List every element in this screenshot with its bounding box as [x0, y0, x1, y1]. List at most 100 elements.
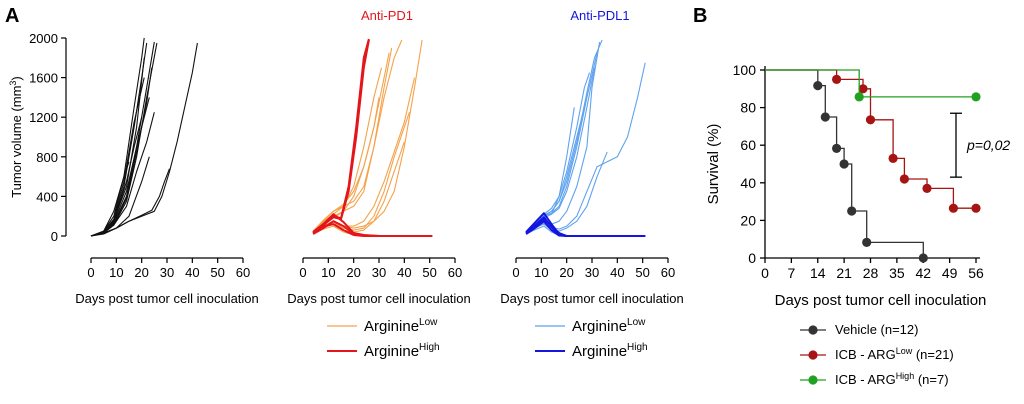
y-tick-label: 100	[733, 62, 757, 78]
legend-label: ICB - ARGLow (n=21)	[835, 346, 954, 362]
x-tick-label: 40	[397, 265, 411, 280]
x-tick-label: 50	[422, 265, 436, 280]
legend-label-high-text: Arginine	[364, 343, 419, 360]
y-tick-label: 40	[740, 175, 756, 191]
series-line-high-4	[312, 223, 433, 237]
series-line-control-7	[90, 97, 150, 237]
series-line-control-13	[90, 168, 171, 237]
legend-swatch-marker	[808, 325, 818, 335]
x-tick-label: 10	[321, 265, 335, 280]
series-line-low-11	[312, 39, 423, 234]
legend-label-high: ArginineHigh	[364, 342, 440, 360]
series-line-low-12	[525, 151, 608, 234]
y-tick-label: 80	[740, 100, 756, 116]
legend-label-end: (n=21)	[912, 347, 954, 362]
survival-point-1	[888, 153, 898, 163]
survival-point-0	[813, 81, 823, 91]
x-tick-label: 50	[635, 265, 649, 280]
series-line-high-3	[525, 218, 646, 237]
x-tick-label: 56	[968, 265, 984, 281]
x-axis-title: Days post tumor cell inoculation	[287, 291, 471, 306]
y-tick-label: 1600	[29, 71, 58, 86]
series-line-low-5	[525, 52, 598, 233]
panel-title: Anti-PDL1	[570, 8, 629, 23]
x-tick-label: 60	[661, 265, 675, 280]
x-tick-label: 0	[761, 265, 769, 281]
survival-step-line-2	[765, 69, 976, 98]
series-line-low-7	[312, 52, 390, 232]
survival-point-0	[862, 237, 872, 247]
x-tick-label: 40	[185, 265, 199, 280]
y-axis-title: Tumor volume (mm3)	[8, 76, 24, 198]
survival-point-0	[847, 206, 857, 216]
legend-label-low-sup: Low	[627, 317, 646, 328]
series-line-high-0	[312, 38, 370, 233]
x-tick-label: 10	[534, 265, 548, 280]
legend-label-text: Vehicle (n=12)	[835, 322, 918, 337]
series-line-low-14	[525, 225, 646, 237]
legend-label: ICB - ARGHigh (n=7)	[835, 371, 949, 387]
series-line-low-4	[525, 39, 603, 233]
x-tick-label: 28	[863, 265, 879, 281]
legend-label-text: ICB - ARG	[835, 347, 896, 362]
legend-label-high: ArginineHigh	[572, 342, 648, 360]
legend-label-high-sup: High	[627, 342, 648, 353]
survival-point-2	[854, 92, 864, 102]
legend-swatch-marker	[808, 350, 818, 360]
survival-point-1	[865, 115, 876, 125]
x-tick-label: 30	[372, 265, 386, 280]
anti-pdl1-tumor-growth-chart: 0 10 20 30 40 50 60 Days post tumor cell inocul…	[500, 8, 684, 306]
series-line-high-3	[312, 220, 433, 237]
y-tick-label: 800	[36, 150, 58, 165]
series-line-control-9	[90, 112, 155, 237]
x-tick-label: 20	[559, 265, 573, 280]
series-line-low-15	[312, 225, 433, 237]
survival-point-2	[971, 92, 981, 102]
survival-step-line-1	[765, 69, 976, 209]
legend-label-low: ArginineLow	[572, 317, 646, 335]
survival-point-1	[858, 84, 868, 94]
x-tick-label: 7	[787, 265, 795, 281]
survival-point-0	[839, 159, 849, 169]
y-axis-title-text: Tumor volume (mm	[9, 86, 24, 198]
survival-point-1	[899, 174, 910, 184]
survival-point-0	[918, 253, 928, 263]
y-tick-label: 400	[36, 189, 58, 204]
panel-title: Anti-PD1	[361, 8, 413, 23]
legend-label-low: ArginineLow	[364, 317, 438, 335]
y-axis-title: Survival (%)	[705, 124, 722, 205]
series-line-high-1	[312, 39, 370, 233]
legend-label-low-text: Arginine	[364, 318, 419, 335]
y-tick-label: 20	[740, 212, 756, 228]
panel-a-label: A	[5, 5, 19, 27]
x-tick-label: 14	[810, 265, 826, 281]
legend-label-sup: Low	[896, 346, 913, 356]
survival-point-0	[820, 112, 830, 122]
series-line-low-8	[525, 107, 585, 234]
x-axis-title: Days post tumor cell inoculation	[775, 292, 987, 309]
survival-point-0	[832, 143, 842, 153]
p-value-annotation: p=0,02	[966, 137, 1010, 153]
x-tick-label: 30	[585, 265, 599, 280]
y-tick-label: 0	[51, 229, 58, 244]
survival-legend: Vehicle (n=12)ICB - ARGLow (n=21)ICB - A…	[800, 322, 954, 387]
legend-label-high-text: Arginine	[572, 343, 627, 360]
x-tick-label: 0	[87, 265, 94, 280]
y-tick-label: 2000	[29, 31, 58, 46]
panel-b-label: B	[693, 5, 707, 27]
y-tick-label: 1200	[29, 110, 58, 125]
series-line-low-10	[525, 41, 601, 234]
series-line-low-8	[312, 67, 383, 233]
x-tick-label: 10	[109, 265, 123, 280]
legend-label-sup: High	[896, 371, 915, 381]
y-axis-title-sup: 3	[8, 81, 18, 86]
x-tick-label: 60	[236, 265, 250, 280]
anti-pd1-tumor-growth-chart: 0 10 20 30 40 50 60 Days post tumor cell inocul…	[287, 8, 471, 306]
x-tick-label: 60	[448, 265, 462, 280]
survival-point-1	[832, 74, 842, 84]
x-tick-label: 20	[346, 265, 360, 280]
x-tick-label: 35	[889, 265, 905, 281]
